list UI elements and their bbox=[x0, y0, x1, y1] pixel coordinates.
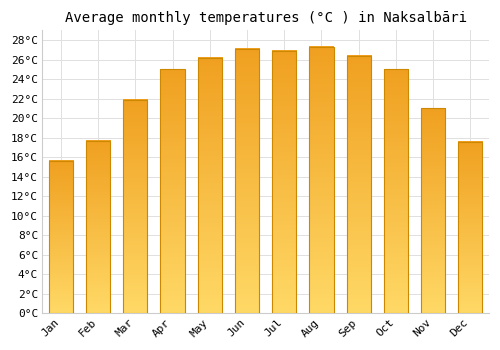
Bar bbox=[272, 51, 296, 313]
Bar bbox=[123, 100, 148, 313]
Bar bbox=[49, 161, 73, 313]
Bar bbox=[346, 56, 370, 313]
Bar bbox=[458, 142, 482, 313]
Bar bbox=[310, 47, 334, 313]
Bar bbox=[86, 141, 110, 313]
Bar bbox=[198, 58, 222, 313]
Title: Average monthly temperatures (°C ) in Naksalbāri: Average monthly temperatures (°C ) in Na… bbox=[64, 11, 466, 25]
Bar bbox=[421, 108, 445, 313]
Bar bbox=[160, 69, 184, 313]
Bar bbox=[235, 49, 259, 313]
Bar bbox=[384, 69, 408, 313]
